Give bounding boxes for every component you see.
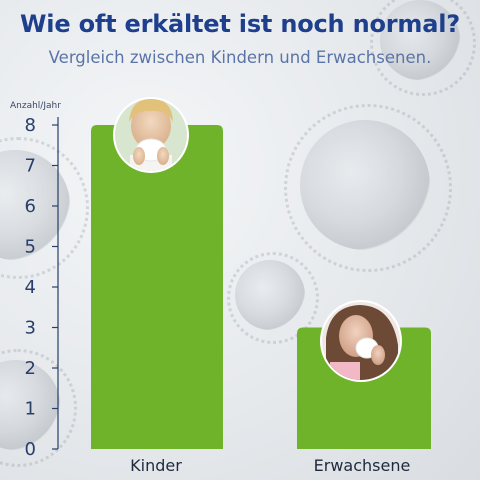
x-category-label: Kinder [130, 456, 182, 475]
y-axis-unit-label: Anzahl/Jahr [10, 101, 61, 111]
adult-photo [320, 300, 402, 382]
y-tick-label: 7 [25, 156, 36, 177]
y-tick-label: 5 [25, 237, 36, 258]
virus-background-5 [370, 0, 476, 96]
x-axis-labels: Kinder Erwachsene [130, 456, 410, 475]
y-tick-label: 8 [25, 115, 36, 136]
child-photo [113, 97, 189, 173]
y-tick-label: 0 [25, 439, 36, 460]
bars [91, 125, 431, 449]
chart-title: Wie oft erkältet ist noch normal? [20, 10, 460, 38]
chart-subtitle: Vergleich zwischen Kindern und Erwachsen… [48, 48, 432, 67]
y-tick-label: 1 [25, 399, 36, 420]
virus-background-1 [284, 104, 452, 272]
virus-background-2 [226, 251, 320, 345]
y-tick-label: 6 [25, 196, 36, 217]
x-category-label: Erwachsene [314, 456, 411, 475]
y-tick-label: 2 [25, 358, 36, 379]
y-tick-label: 4 [25, 277, 36, 298]
y-tick-label: 3 [25, 318, 36, 339]
bar-kinder [91, 125, 223, 449]
y-axis: 0 1 2 3 4 5 6 7 8 [25, 115, 59, 460]
